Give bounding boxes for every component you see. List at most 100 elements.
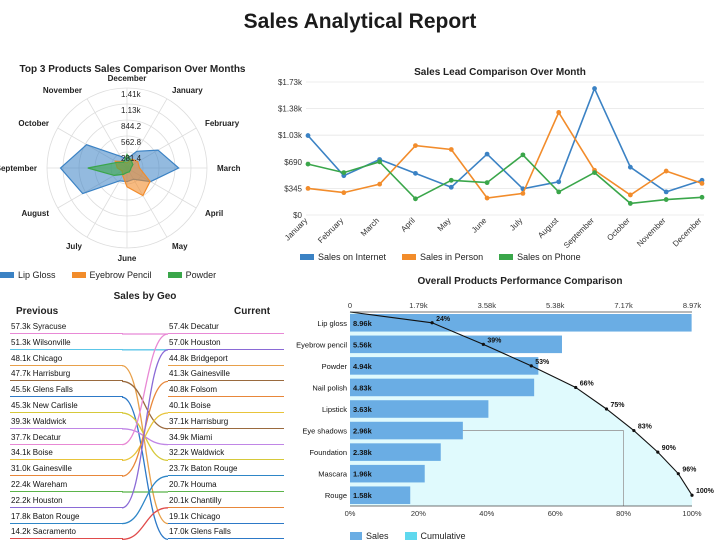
pareto-cumulative-label: 75%: [611, 402, 626, 409]
line-point: [556, 110, 562, 115]
radar-tick-label: 562.8: [121, 138, 142, 147]
geo-row: 57.4k Decatur: [168, 321, 284, 334]
geo-value: 17.0k: [169, 527, 189, 537]
line-x-tick: March: [359, 216, 381, 238]
line-x-tick: July: [508, 216, 524, 232]
geo-value: 23.7k: [169, 464, 189, 474]
pareto-bar-label: 5.56k: [353, 340, 373, 349]
geo-city: Sacramento: [30, 527, 76, 537]
geo-row: 23.7k Baton Rouge: [168, 463, 284, 477]
geo-city: Wilsonville: [30, 337, 71, 347]
line-point: [448, 147, 454, 152]
geo-row: 57.0k Houston: [168, 337, 284, 350]
geo-city: Wareham: [30, 480, 68, 489]
geo-value: 45.3k: [11, 401, 31, 410]
pareto-category-label: Eye shadows: [302, 427, 347, 436]
radar-chart: December January February March April May June…: [0, 74, 241, 263]
legend-item: Sales: [350, 531, 389, 541]
pareto-bar-label: 3.63k: [353, 405, 373, 414]
pareto-bar: [350, 464, 425, 483]
line-y-tick: $0: [293, 211, 302, 220]
geo-city: Folsom: [188, 385, 218, 395]
line-point: [413, 170, 418, 176]
pareto-bottom-tick: 0%: [345, 509, 356, 518]
legend-swatch: [350, 532, 362, 540]
pareto-category-label: Lipstick: [322, 405, 347, 414]
pareto-cumulative-point: [574, 385, 578, 390]
geo-city: Houston: [188, 337, 221, 347]
line-point: [663, 189, 669, 195]
line-point: [484, 151, 490, 157]
geo-previous-header: Previous: [16, 306, 59, 317]
pareto-top-tick: 7.17k: [614, 301, 633, 310]
pareto-title: Overall Products Performance Comparison: [417, 276, 623, 287]
line-title: Sales Lead Comparison Over Month: [414, 67, 586, 78]
geo-row: 19.1k Chicago: [168, 511, 284, 524]
geo-link: [121, 349, 169, 509]
line-point: [699, 180, 705, 186]
radar-title: Top 3 Products Sales Comparison Over Mon…: [19, 64, 246, 75]
geo-row: 20.7k Houma: [168, 479, 284, 492]
line-point: [592, 86, 597, 91]
radar-category-label: March: [217, 164, 241, 173]
geo-value: 31.0k: [11, 464, 31, 474]
line-series-1: [307, 110, 703, 199]
pareto-bar: [350, 378, 535, 397]
legend-swatch: [0, 272, 14, 278]
pareto-cumulative-point: [676, 472, 680, 476]
geo-city: Waldwick: [30, 416, 67, 426]
radar-series-2: [87, 153, 134, 177]
legend-item: Sales on Internet: [300, 252, 386, 262]
geo-city: Decatur: [30, 432, 61, 442]
pareto-cumulative-label: 100%: [696, 488, 715, 495]
geo-row: 39.3k Waldwick: [10, 416, 123, 429]
line-point: [305, 161, 311, 167]
legend-label: Powder: [185, 270, 217, 280]
geo-city: Glens Falls: [188, 527, 231, 537]
radar-category-label: October: [18, 119, 49, 128]
pareto-cumulative-point: [529, 364, 533, 368]
line-point: [341, 190, 347, 196]
geo-row: 41.3k Gainesville: [168, 368, 284, 382]
geo-row: 20.1k Chantilly: [168, 495, 284, 508]
line-point: [592, 170, 597, 175]
pareto-bottom-tick: 40%: [479, 509, 494, 518]
legend-item: Lip Gloss: [0, 270, 56, 280]
pareto-legend: Sales Cumulative: [350, 531, 550, 545]
pareto-cumulative-label: 66%: [580, 380, 595, 387]
line-x-tick: April: [399, 216, 417, 234]
geo-value: 14.2k: [11, 527, 31, 537]
pareto-cumulative-label: 90%: [662, 445, 677, 452]
geo-row: 17.8k Baton Rouge: [10, 511, 123, 524]
geo-link: [121, 475, 169, 525]
geo-value: 51.3k: [11, 337, 31, 347]
geo-city: Houston: [30, 495, 63, 505]
geo-row: 57.3k Syracuse: [10, 321, 123, 334]
pareto-category-label: Rouge: [325, 491, 347, 500]
pareto-category-label: Eyebrow pencil: [296, 340, 347, 349]
pareto-bar-label: 8.96k: [353, 319, 373, 328]
line-point: [305, 186, 311, 191]
geo-value: 44.8k: [169, 353, 189, 363]
line-point: [520, 191, 526, 196]
pareto-bottom-tick: 60%: [548, 509, 563, 518]
geo-row: 22.2k Houston: [10, 495, 123, 508]
radar-category-label: September: [0, 164, 37, 173]
geo-row: 22.4k Wareham: [10, 479, 123, 492]
legend-item: Cumulative: [404, 531, 466, 541]
geo-row: 34.1k Boise: [10, 447, 123, 461]
geo-link: [121, 364, 169, 525]
radar-category-label: August: [21, 209, 49, 218]
geo-value: 22.4k: [11, 480, 31, 489]
line-point: [663, 168, 669, 174]
geo-row: 17.0k Glens Falls: [168, 526, 284, 540]
radar-category-label: November: [43, 86, 82, 95]
geo-city: Harrisburg: [188, 416, 229, 426]
pareto-top-tick: 3.58k: [478, 301, 497, 310]
line-y-tick: $1.73k: [278, 78, 303, 87]
pareto-cumulative-label: 39%: [487, 337, 502, 344]
geo-row: 47.7k Harrisburg: [10, 368, 123, 382]
pareto-cumulative-label: 24%: [436, 316, 451, 323]
geo-value: 57.4k: [169, 322, 189, 331]
geo-row: 31.0k Gainesville: [10, 463, 123, 477]
